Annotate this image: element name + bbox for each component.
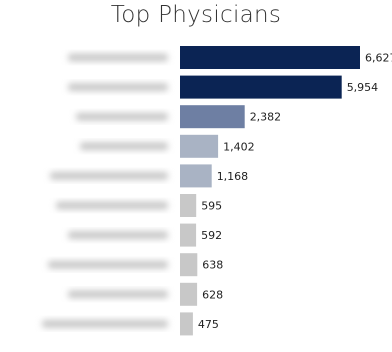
data-label-3: 2,382 <box>250 111 282 124</box>
category-label-5 <box>50 171 168 180</box>
bar-4[interactable] <box>180 134 219 158</box>
data-label-5: 1,168 <box>217 170 249 183</box>
bar-9[interactable] <box>180 282 198 306</box>
data-label-6: 595 <box>201 200 222 213</box>
data-label-2: 5,954 <box>347 81 379 94</box>
category-label-4 <box>80 142 168 151</box>
data-label-1: 6,627 <box>365 52 392 65</box>
data-label-4: 1,402 <box>223 140 255 153</box>
category-label-6 <box>56 201 168 210</box>
category-label-9 <box>68 290 168 299</box>
bar-3[interactable] <box>180 105 245 129</box>
bar-8[interactable] <box>180 253 198 277</box>
value-labels: 6,627 5,954 2,382 1,402 1,168 595 592 638 628 475 <box>198 52 392 331</box>
category-labels <box>42 53 168 328</box>
category-label-8 <box>48 260 168 269</box>
bar-7[interactable] <box>180 223 197 247</box>
bar-10[interactable] <box>180 312 193 336</box>
data-label-7: 592 <box>201 229 222 242</box>
category-label-1 <box>68 53 168 62</box>
category-label-7 <box>68 231 168 240</box>
bar-1[interactable] <box>180 46 360 69</box>
category-label-2 <box>68 83 168 92</box>
category-label-3 <box>76 112 168 121</box>
bar-6[interactable] <box>180 194 197 217</box>
data-label-10: 475 <box>198 318 219 331</box>
bar-2[interactable] <box>180 75 342 99</box>
chart-title: Top Physicians <box>110 2 282 28</box>
data-label-9: 628 <box>202 288 223 301</box>
bars <box>180 46 360 336</box>
bar-5[interactable] <box>180 164 212 188</box>
category-label-10 <box>42 319 168 328</box>
data-label-8: 638 <box>202 259 223 272</box>
